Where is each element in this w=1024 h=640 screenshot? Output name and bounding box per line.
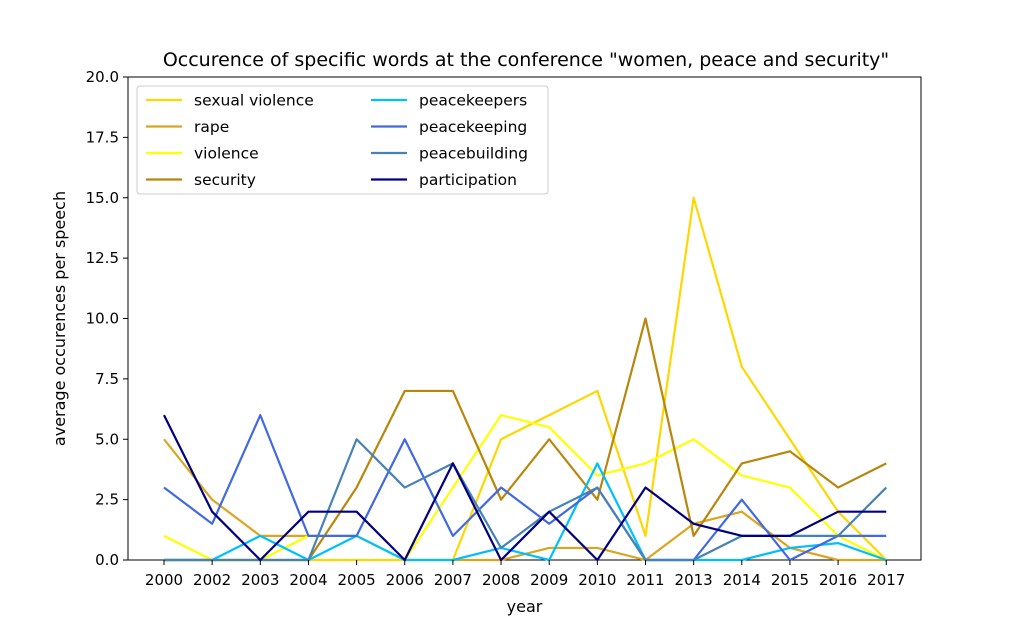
legend-label: participation [419, 171, 517, 189]
series-line-7 [163, 414, 887, 562]
x-tick-label: 2002 [193, 571, 231, 589]
y-tick-label: 5.0 [95, 430, 119, 448]
y-tick-label: 12.5 [86, 249, 119, 267]
legend-label: violence [194, 145, 259, 163]
x-tick-label: 2013 [675, 571, 713, 589]
x-tick-label: 2008 [482, 571, 520, 589]
legend-label: peacekeepers [419, 92, 527, 110]
x-tick-label: 2004 [289, 571, 327, 589]
y-tick-label: 10.0 [86, 310, 119, 328]
y-tick-label: 7.5 [95, 370, 119, 388]
x-tick-label: 2009 [530, 571, 568, 589]
x-tick-label: 2011 [626, 571, 664, 589]
x-tick-label: 2006 [386, 571, 424, 589]
x-tick-label: 2014 [723, 571, 761, 589]
y-tick-label: 20.0 [86, 68, 119, 86]
legend-label: peacekeeping [419, 118, 527, 136]
series-line-4 [164, 462, 887, 562]
y-tick-label: 17.5 [86, 128, 119, 146]
x-tick-label: 2015 [771, 571, 809, 589]
y-tick-label: 0.0 [95, 551, 119, 569]
chart-title: Occurence of specific words at the confe… [163, 49, 889, 71]
legend-label: sexual violence [194, 92, 314, 110]
legend-label: security [194, 171, 256, 189]
series-layer [163, 196, 888, 562]
legend-label: rape [194, 118, 229, 136]
x-tick-label: 2003 [241, 571, 279, 589]
legend: sexual violence rape violence security peace… [136, 85, 549, 195]
legend-label: peacebuilding [419, 145, 528, 163]
y-tick-label: 15.0 [86, 189, 119, 207]
y-tick-label: 2.5 [95, 491, 119, 509]
legend-box [136, 85, 549, 195]
x-tick-label: 2017 [867, 571, 905, 589]
y-axis-label: average occurences per speech [50, 191, 69, 446]
x-axis: 2000 2002 2003 2004 2005 2006 2007 2008 2009 2010… [145, 560, 905, 589]
x-axis-label: year [507, 597, 543, 616]
y-axis: 0.0 2.5 5.0 7.5 10.0 12.5 15.0 17.5 20.0 [86, 68, 128, 569]
series-line-5 [163, 414, 887, 562]
x-tick-label: 2000 [145, 571, 183, 589]
x-tick-label: 2016 [819, 571, 857, 589]
x-tick-label: 2005 [338, 571, 376, 589]
x-tick-label: 2010 [578, 571, 616, 589]
x-tick-label: 2007 [434, 571, 472, 589]
